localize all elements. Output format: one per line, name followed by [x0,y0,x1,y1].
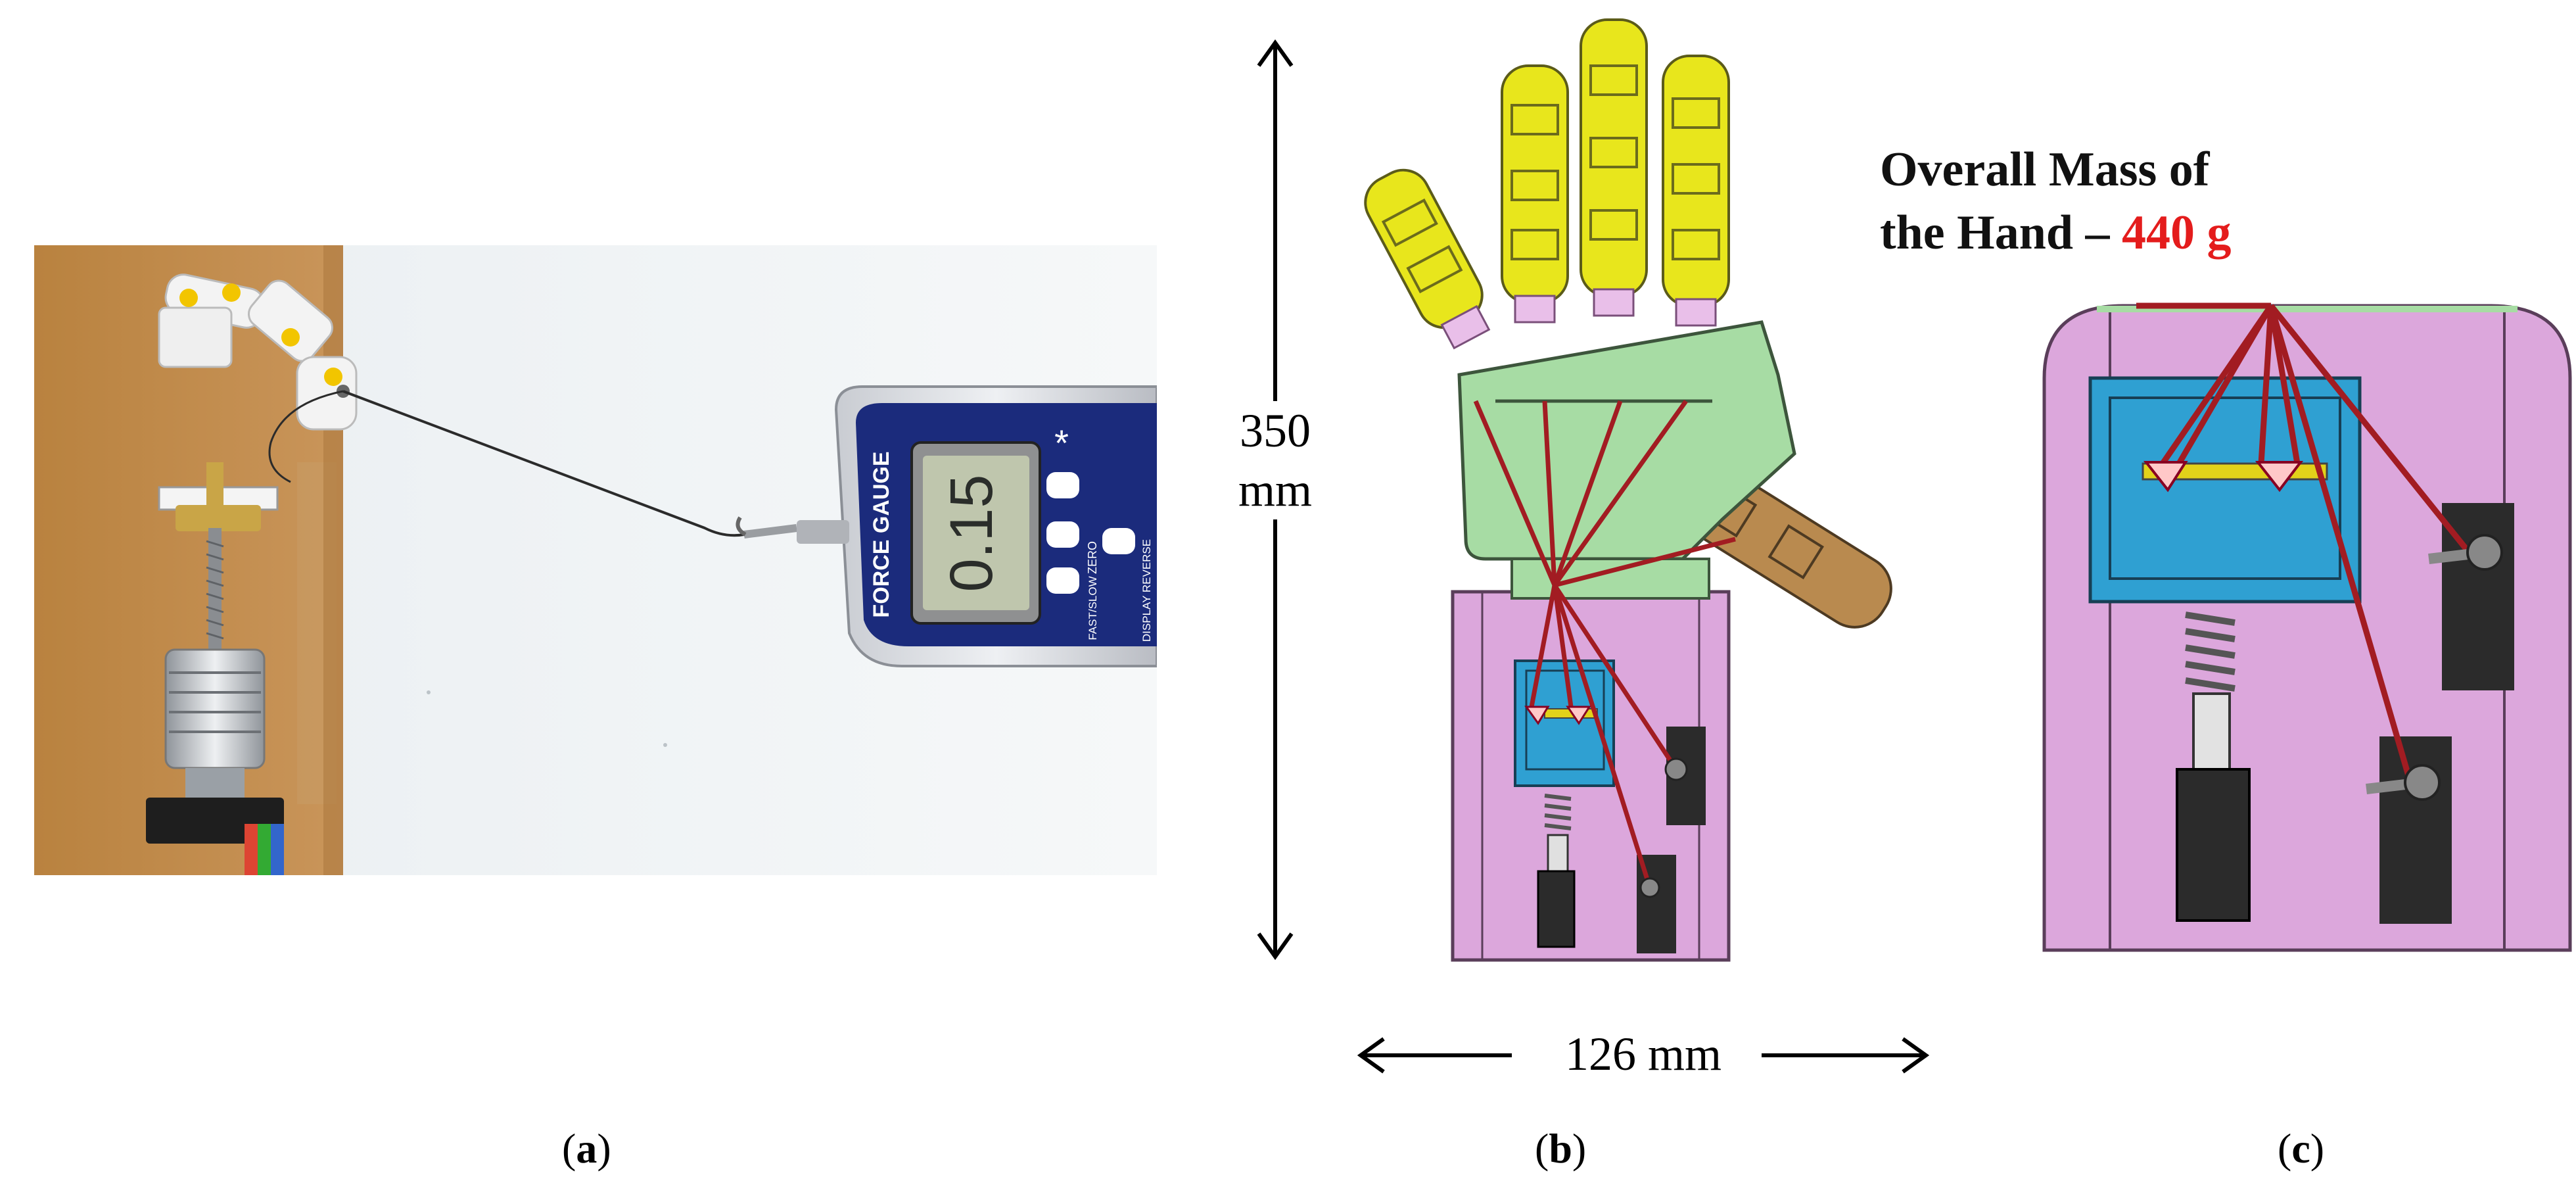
lead-screw-assembly [146,462,284,875]
test-rig-illustration: 0.15 FORCE GAUGE * ZERO FAST/SLOW DISPLA… [34,245,1158,875]
finger-ring [1580,18,1648,317]
finger-middle [1501,64,1569,323]
asterisk-icon: * [1054,422,1069,464]
height-unit: mm [1223,460,1328,519]
zoomed-linear-actuator [2176,768,2251,922]
zoomed-servo-lower [2379,736,2452,924]
linear-actuator [1537,870,1576,948]
width-label: 126 mm [1564,1028,1721,1080]
height-value: 350 [1223,401,1328,460]
width-dimension-arrow [1357,1037,1930,1074]
gauge-reading: 0.15 [938,474,1005,592]
mass-value: 440 g [2122,206,2232,260]
force-gauge: 0.15 FORCE GAUGE * ZERO FAST/SLOW DISPLA… [797,385,1158,667]
zoomed-slider-block [2088,376,2362,604]
height-label: 350 mm [1223,401,1328,519]
finger-little [1662,55,1730,327]
tendons [1473,399,1736,889]
cad-hand-model [1364,18,1892,962]
gauge-fast-slow-label: FAST/SLOW [1087,576,1099,640]
zoomed-base-view [2042,302,2572,952]
mass-line-2: the Hand – [1880,206,2122,260]
gauge-button-fast-slow[interactable] [1046,567,1079,594]
gauge-display-reverse-label: DISPLAY REVERSE [1140,539,1153,642]
gauge-brand-label: FORCE GAUGE [869,451,894,617]
caption-a: (a) [562,1125,611,1172]
palm [1457,320,1796,561]
mass-line-1: Overall Mass of [1880,143,2210,197]
gauge-button-display-reverse[interactable] [1102,528,1135,554]
panel-a-photo: 0.15 FORCE GAUGE * ZERO FAST/SLOW DISPLA… [34,245,1158,875]
caption-b: (b) [1535,1125,1587,1172]
gauge-button-top[interactable] [1046,472,1079,498]
zoomed-tendons [2136,302,2474,790]
tendon-string [342,390,745,537]
mass-annotation: Overall Mass of the Hand – 440 g [1880,138,2340,264]
caption-c: (c) [2278,1125,2325,1172]
gauge-zero-label: ZERO [1086,541,1099,574]
robotic-finger [158,274,358,431]
finger-index [1364,168,1491,350]
gauge-button-zero[interactable] [1046,521,1079,548]
